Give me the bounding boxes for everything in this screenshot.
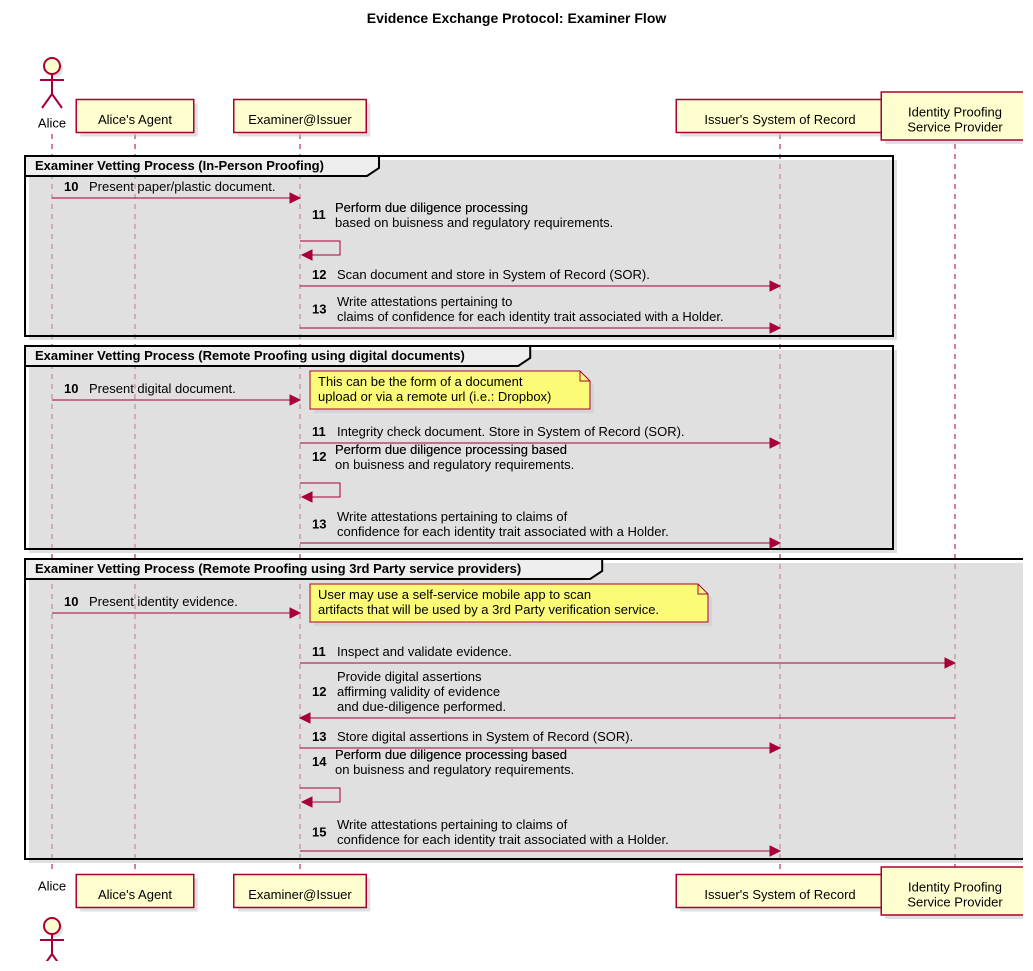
svg-text:Perform due diligence processi: Perform due diligence processing based — [335, 747, 567, 762]
svg-text:Perform due diligence processi: Perform due diligence processing — [335, 200, 528, 215]
svg-text:and due-diligence performed.: and due-diligence performed. — [337, 699, 506, 714]
svg-text:Present identity evidence.: Present identity evidence. — [89, 594, 238, 609]
svg-text:claims of confidence for each: claims of confidence for each identity t… — [337, 309, 724, 324]
svg-text:11: 11 — [312, 207, 326, 222]
svg-text:15: 15 — [312, 825, 326, 840]
svg-text:upload or via a remote url (i.: upload or via a remote url (i.e.: Dropbo… — [318, 389, 551, 404]
svg-text:Issuer's System of Record: Issuer's System of Record — [704, 112, 855, 127]
svg-text:Issuer's System of Record: Issuer's System of Record — [704, 887, 855, 902]
svg-text:14: 14 — [312, 754, 327, 769]
svg-text:Present digital document.: Present digital document. — [89, 381, 236, 396]
svg-text:Identity Proofing: Identity Proofing — [908, 879, 1002, 894]
svg-text:based on buisness and regulato: based on buisness and regulatory require… — [335, 215, 613, 230]
svg-text:on buisness and regulatory req: on buisness and regulatory requirements. — [335, 457, 574, 472]
svg-text:confidence for each identity t: confidence for each identity trait assoc… — [337, 832, 669, 847]
svg-text:Examiner@Issuer: Examiner@Issuer — [248, 887, 352, 902]
svg-text:11: 11 — [312, 644, 326, 659]
svg-text:User may use a self-service mo: User may use a self-service mobile app t… — [318, 587, 591, 602]
svg-text:Alice's Agent: Alice's Agent — [98, 112, 172, 127]
svg-text:10: 10 — [64, 381, 78, 396]
svg-text:Perform due diligence processi: Perform due diligence processing based — [335, 442, 567, 457]
svg-text:12: 12 — [312, 684, 326, 699]
svg-text:Examiner Vetting Process (Remo: Examiner Vetting Process (Remote Proofin… — [35, 561, 521, 576]
svg-text:13: 13 — [312, 302, 326, 317]
svg-text:Present paper/plastic document: Present paper/plastic document. — [89, 179, 275, 194]
svg-text:Store digital assertions in Sy: Store digital assertions in System of Re… — [337, 729, 633, 744]
svg-text:on buisness and regulatory req: on buisness and regulatory requirements. — [335, 762, 574, 777]
svg-text:Examiner Vetting Process (In-P: Examiner Vetting Process (In-Person Proo… — [35, 158, 324, 173]
svg-text:11: 11 — [312, 424, 326, 439]
svg-text:Write attestations pertaining: Write attestations pertaining to — [337, 294, 512, 309]
svg-text:Integrity check document. Stor: Integrity check document. Store in Syste… — [337, 424, 685, 439]
svg-text:Examiner Vetting Process (Remo: Examiner Vetting Process (Remote Proofin… — [35, 348, 465, 363]
svg-text:confidence for each identity t: confidence for each identity trait assoc… — [337, 524, 669, 539]
svg-text:affirming validity of evidence: affirming validity of evidence — [337, 684, 500, 699]
svg-text:Alice: Alice — [38, 115, 66, 130]
svg-text:Service Provider: Service Provider — [907, 119, 1003, 134]
sequence-diagram: Alice Alice's Agent Examiner@Issuer Issuer'… — [10, 41, 1023, 961]
svg-text:12: 12 — [312, 449, 326, 464]
svg-text:13: 13 — [312, 517, 326, 532]
svg-text:Write attestations pertaining: Write attestations pertaining to claims … — [337, 509, 568, 524]
svg-text:artifacts that will be used by: artifacts that will be used by a 3rd Par… — [318, 602, 659, 617]
svg-text:Provide digital assertions: Provide digital assertions — [337, 669, 482, 684]
diagram-title: Evidence Exchange Protocol: Examiner Flo… — [10, 10, 1023, 26]
svg-text:Scan document and store in Sys: Scan document and store in System of Rec… — [337, 267, 650, 282]
svg-text:Write attestations pertaining: Write attestations pertaining to claims … — [337, 817, 568, 832]
svg-text:Inspect and validate evidence.: Inspect and validate evidence. — [337, 644, 512, 659]
svg-text:Examiner@Issuer: Examiner@Issuer — [248, 112, 352, 127]
svg-text:Alice: Alice — [38, 878, 66, 893]
svg-text:10: 10 — [64, 594, 78, 609]
svg-text:Alice's Agent: Alice's Agent — [98, 887, 172, 902]
svg-text:Identity Proofing: Identity Proofing — [908, 104, 1002, 119]
svg-text:Service Provider: Service Provider — [907, 894, 1003, 909]
svg-text:12: 12 — [312, 267, 326, 282]
svg-text:This can be the form of a docu: This can be the form of a document — [318, 374, 523, 389]
svg-text:13: 13 — [312, 729, 326, 744]
svg-text:10: 10 — [64, 179, 78, 194]
